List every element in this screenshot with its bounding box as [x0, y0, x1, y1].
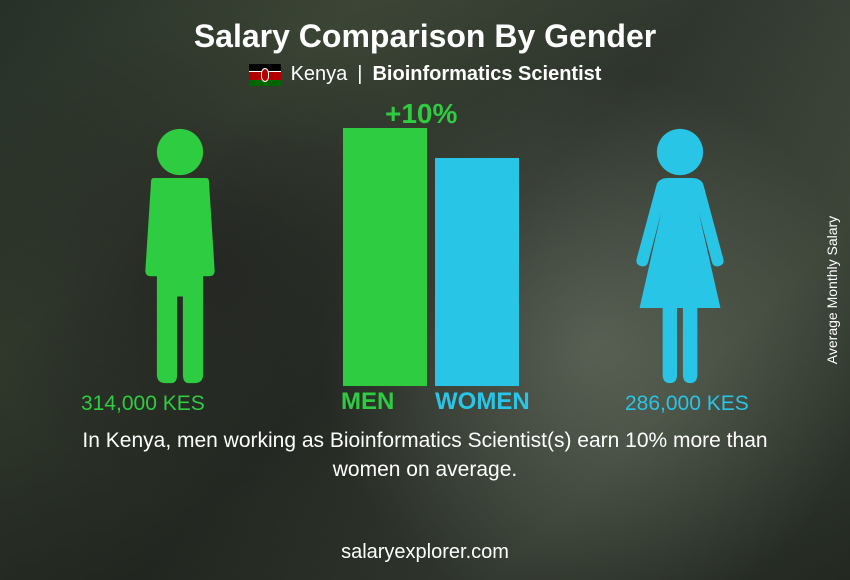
men-gender-label: MEN	[341, 388, 394, 416]
subtitle-row: Kenya | Bioinformatics Scientist	[249, 63, 602, 86]
infographic-container: Salary Comparison By Gender Kenya | Bioi…	[0, 0, 850, 580]
kenya-flag-icon	[249, 64, 281, 86]
chart-area: +10% 314,000 KES MEN WOMEN 286,000 KES	[85, 100, 765, 420]
men-salary-label: 314,000 KES	[81, 392, 205, 416]
man-icon	[105, 126, 255, 386]
separator: |	[357, 63, 362, 86]
y-axis-label: Average Monthly Salary	[824, 216, 840, 364]
page-title: Salary Comparison By Gender	[194, 18, 656, 55]
women-bar	[435, 158, 519, 386]
percent-difference-label: +10%	[385, 98, 457, 130]
side-label-container: Average Monthly Salary	[820, 0, 844, 580]
women-gender-label: WOMEN	[435, 388, 530, 416]
description-text: In Kenya, men working as Bioinformatics …	[75, 426, 775, 485]
woman-icon	[605, 126, 755, 386]
country-label: Kenya	[291, 63, 348, 86]
women-salary-label: 286,000 KES	[625, 392, 749, 416]
men-bar	[343, 128, 427, 386]
footer-link: salaryexplorer.com	[0, 541, 850, 564]
role-label: Bioinformatics Scientist	[372, 63, 601, 86]
